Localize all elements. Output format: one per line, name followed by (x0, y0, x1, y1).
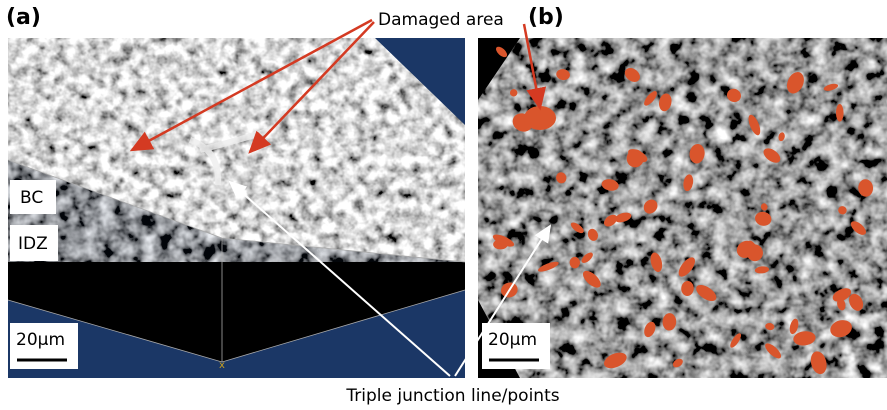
layer-label: IDZ (18, 234, 48, 254)
scale-bar-label: 20μm (488, 330, 537, 350)
layer-label: BC (20, 188, 43, 208)
scale-bar-label: 20μm (16, 330, 65, 350)
panel-label: (b) (528, 5, 564, 30)
annotation: Triple junction line/points (345, 386, 559, 406)
panel-label: (a) (6, 5, 41, 30)
origin-mark: x (219, 360, 225, 371)
damage-blob (524, 106, 556, 130)
annotation: Damaged area (378, 10, 504, 30)
figure: x BC IDZ 20μm (a) 20μm (b) Damaged area … (0, 0, 887, 410)
